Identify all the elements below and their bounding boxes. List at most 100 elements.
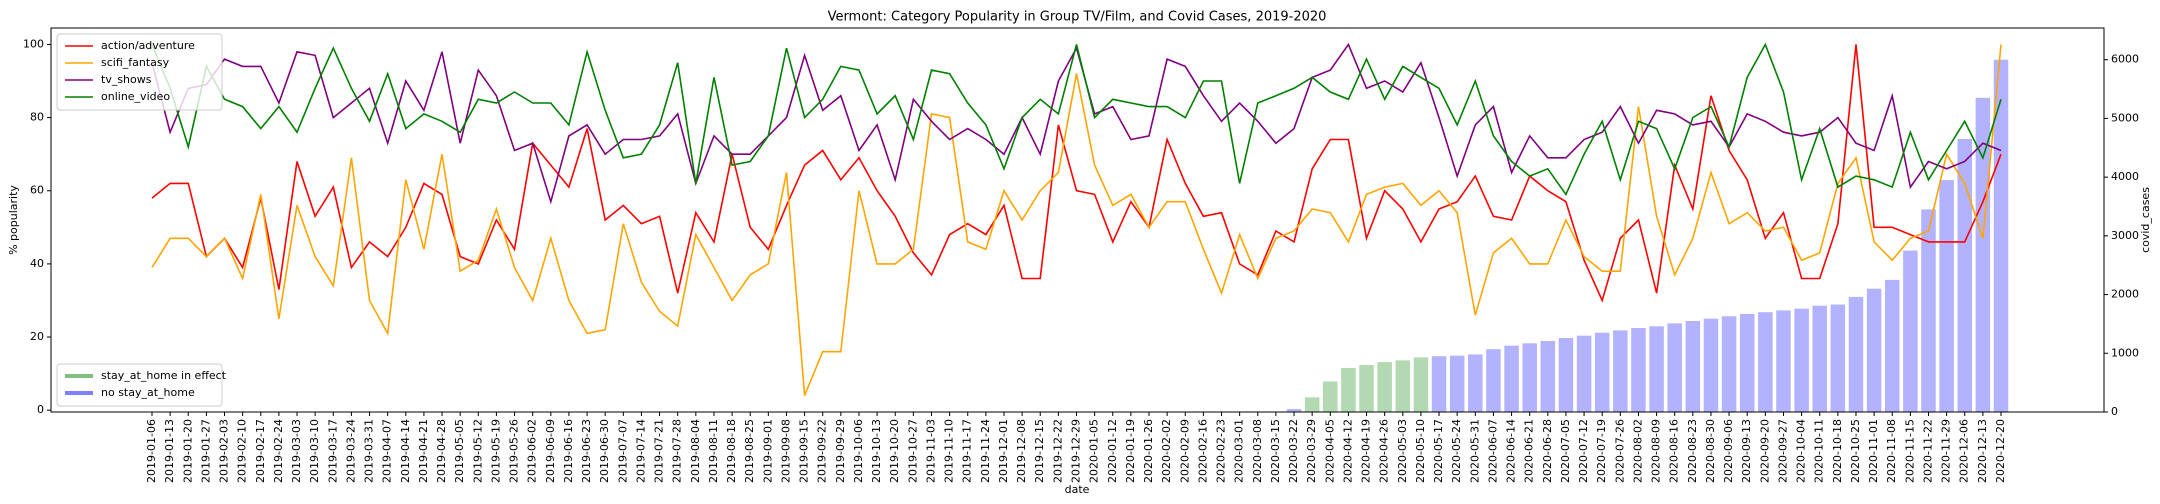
x-tick-label: 2020-05-17: [1432, 419, 1445, 483]
bar: [1413, 357, 1429, 412]
bar: [1649, 326, 1664, 412]
x-tick-label: 2019-04-14: [399, 419, 412, 483]
x-tick-label: 2019-11-03: [925, 419, 938, 483]
x-tick-label: 2020-02-16: [1196, 419, 1209, 483]
x-tick-label: 2020-08-16: [1668, 419, 1681, 483]
x-tick-label: 2019-10-13: [870, 419, 883, 483]
legend-label: no stay_at_home: [101, 386, 195, 399]
y2-tick-label: 2000: [2111, 288, 2139, 301]
bar: [1286, 409, 1302, 412]
x-tick-label: 2020-11-01: [1867, 419, 1880, 483]
bar: [1794, 308, 1809, 412]
x-tick-label: 2020-11-15: [1903, 419, 1916, 483]
x-tick-label: 2020-06-14: [1505, 419, 1518, 483]
plot-frame: [50, 27, 2105, 413]
x-tick-label: 2019-07-21: [653, 419, 666, 483]
x-tick-label: 2019-03-10: [308, 419, 321, 483]
bar: [1848, 296, 1864, 412]
bar: [1721, 316, 1737, 412]
x-tick-label: 2019-10-20: [888, 419, 901, 483]
x-tick-label: 2020-09-06: [1722, 419, 1735, 483]
bar: [1304, 397, 1320, 412]
legend-label: action/adventure: [101, 39, 195, 52]
x-tick-label: 2019-05-05: [453, 419, 466, 483]
x-tick-label: 2020-02-23: [1215, 419, 1228, 483]
x-tick-label: 2020-08-09: [1650, 419, 1663, 483]
x-tick-label: 2020-07-19: [1595, 419, 1608, 483]
x-tick-label: 2020-12-06: [1958, 419, 1971, 483]
x-tick-label: 2019-07-28: [671, 419, 684, 483]
bar: [1921, 209, 1936, 412]
x-tick-label: 2020-08-23: [1686, 419, 1699, 483]
x-tick-label: 2020-05-31: [1468, 419, 1481, 483]
x-tick-label: 2019-02-24: [272, 419, 285, 483]
x-tick-label: 2020-09-13: [1740, 419, 1753, 483]
x-tick-label: 2020-07-05: [1559, 419, 1572, 483]
x-tick-label: 2019-08-18: [725, 419, 738, 483]
bar: [1667, 323, 1682, 412]
x-tick-label: 2019-06-16: [562, 419, 575, 483]
bar: [1359, 365, 1374, 412]
x-tick-label: 2019-12-08: [1015, 419, 1028, 483]
bar: [1323, 381, 1338, 412]
x-tick-label: 2020-05-24: [1450, 419, 1463, 483]
bar: [1431, 356, 1447, 412]
x-tick-label: 2020-07-12: [1577, 419, 1590, 483]
line: [151, 42, 2002, 197]
x-tick-label: 2020-11-29: [1940, 419, 1953, 483]
bar: [1993, 59, 2009, 412]
x-tick-label: 2020-09-27: [1777, 419, 1790, 483]
x-tick-label: 2020-06-28: [1541, 419, 1554, 483]
x-axis-label: date: [1065, 483, 1090, 496]
y2-tick-label: 5000: [2111, 111, 2139, 124]
y-axis-label: % popularity: [7, 185, 20, 255]
bar: [1739, 313, 1755, 412]
x-tick-label: 2019-06-09: [544, 419, 557, 483]
x-tick-label: 2020-01-05: [1088, 419, 1101, 483]
y-tick-label: 20: [30, 330, 44, 343]
x-tick-label: 2020-06-07: [1486, 419, 1499, 483]
bar: [1540, 340, 1556, 412]
x-tick-label: 2019-11-24: [979, 419, 992, 483]
x-tick-label: 2020-12-13: [1976, 419, 1989, 483]
x-tick-label: 2020-04-19: [1360, 419, 1373, 483]
x-tick-label: 2020-10-04: [1795, 419, 1808, 483]
x-tick-label: 2019-09-08: [780, 419, 793, 483]
y-tick-label: 80: [30, 111, 44, 124]
bar: [1504, 345, 1519, 412]
x-tick-label: 2019-03-31: [363, 419, 376, 483]
x-tick-label: 2019-07-14: [634, 419, 647, 483]
line: [151, 44, 2002, 303]
x-tick-label: 2019-09-29: [834, 419, 847, 483]
x-tick-label: 2020-04-26: [1378, 419, 1391, 483]
x-tick-label: 2019-08-04: [689, 419, 702, 483]
x-tick-label: 2019-06-23: [580, 419, 593, 483]
x-tick-label: 2019-12-29: [1070, 419, 1083, 483]
x-tick-label: 2019-02-10: [236, 419, 249, 483]
x-tick-label: 2019-11-17: [961, 419, 974, 483]
bar: [1758, 312, 1773, 412]
x-tick-label: 2020-03-29: [1305, 419, 1318, 483]
x-tick-label: 2020-01-19: [1124, 419, 1137, 483]
chart-title: Vermont: Category Popularity in Group TV…: [828, 10, 1327, 25]
y-tick-label: 60: [30, 184, 44, 197]
x-tick-label: 2020-01-26: [1142, 419, 1155, 483]
bar: [1613, 330, 1628, 412]
x-tick-label: 2019-12-22: [1051, 419, 1064, 483]
bar: [1594, 332, 1610, 412]
bar: [1558, 338, 1574, 412]
x-tick-label: 2019-08-25: [743, 419, 756, 483]
y2-tick-label: 0: [2111, 405, 2118, 418]
x-tick-label: 2019-02-17: [254, 419, 267, 483]
x-tick-label: 2019-01-27: [199, 419, 212, 483]
x-tick-label: 2020-03-15: [1269, 419, 1282, 483]
y-tick-label: 0: [37, 403, 44, 416]
x-tick-label: 2019-01-06: [145, 419, 158, 483]
x-tick-label: 2019-03-17: [326, 419, 339, 483]
x-tick-label: 2020-02-09: [1178, 419, 1191, 483]
y2-tick-label: 6000: [2111, 53, 2139, 66]
line: [151, 44, 2002, 396]
x-tick-label: 2019-04-21: [417, 419, 430, 483]
bar: [1486, 349, 1501, 412]
